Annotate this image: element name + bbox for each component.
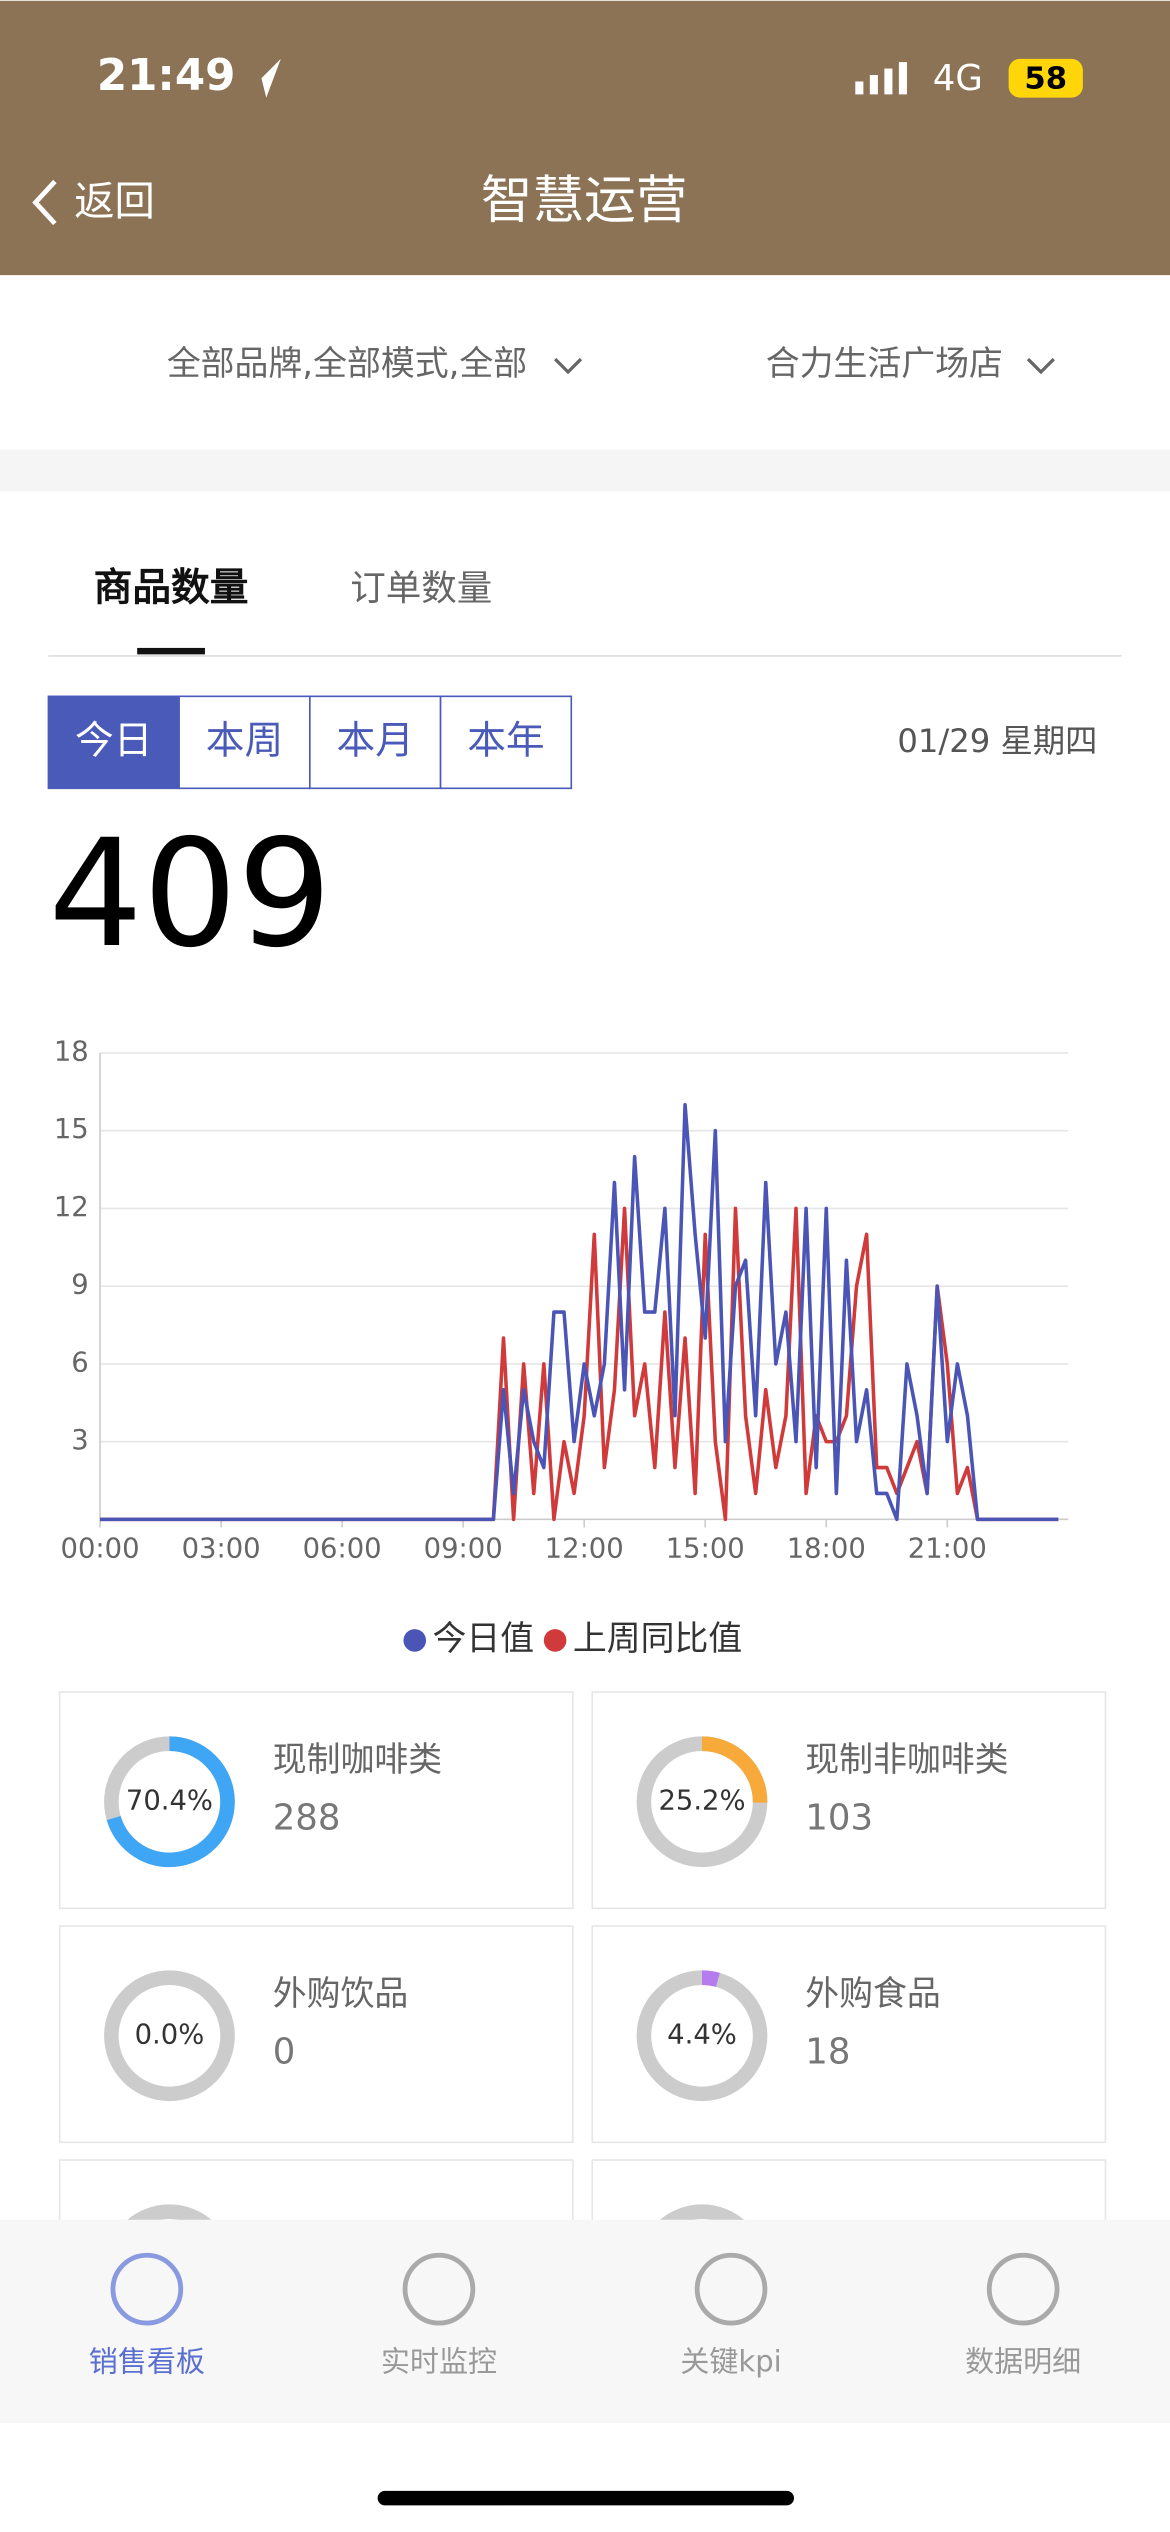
period-label[interactable]: 本月 — [336, 719, 413, 764]
ring-label: 4.4% — [667, 2019, 737, 2050]
period-label[interactable]: 本周 — [206, 719, 283, 764]
page-title: 智慧运营 — [481, 171, 688, 231]
chevron — [554, 357, 583, 375]
card — [58, 1925, 574, 2144]
location-icon — [245, 58, 281, 98]
legend-label: 今日值 — [432, 1619, 534, 1658]
card-name: 现制咖啡类 — [273, 1740, 442, 1779]
ring-track — [104, 1970, 235, 2102]
chevron — [1026, 357, 1055, 375]
card-name: 现制非咖啡类 — [805, 1740, 1008, 1779]
store-filter[interactable]: 合力生活广场店 — [766, 344, 1003, 383]
y-tick-label: 15 — [54, 1114, 89, 1145]
battery-level: 58 — [1024, 61, 1067, 96]
ring-value — [636, 1736, 768, 1868]
nav-label[interactable]: 数据明细 — [965, 2344, 1081, 2378]
nav-icon[interactable] — [986, 2252, 1060, 2326]
legend-dot — [403, 1629, 427, 1652]
date: 01/29 星期四 — [897, 722, 1097, 760]
x-tick-label: 06:00 — [303, 1534, 382, 1565]
x-tick-label: 21:00 — [908, 1534, 987, 1565]
y-tick-label: 3 — [71, 1425, 88, 1456]
card-name: 外购饮品 — [273, 1974, 409, 2013]
nav-bg — [0, 2219, 1170, 2424]
back-button[interactable]: 返回 — [74, 178, 155, 225]
card — [591, 1691, 1107, 1910]
card — [591, 1925, 1107, 2144]
line-series — [100, 1103, 1059, 1522]
nav-icon[interactable] — [694, 2252, 768, 2326]
legend-dot — [543, 1629, 567, 1652]
y-tick-label: 9 — [71, 1270, 88, 1301]
card-count: 288 — [273, 1798, 341, 1839]
home-indicator — [377, 2490, 794, 2506]
ring-label: 25.2% — [658, 1785, 745, 1816]
x-tick-label: 12:00 — [545, 1534, 624, 1565]
clock: 21:49 — [97, 51, 236, 101]
y-tick-label: 12 — [54, 1192, 89, 1223]
line-series — [100, 1206, 1059, 1522]
divider — [0, 449, 1170, 492]
battery — [1008, 58, 1083, 98]
nav-label[interactable]: 实时监控 — [381, 2344, 497, 2378]
period-button[interactable] — [178, 695, 311, 790]
card — [58, 1691, 574, 1910]
nav-label[interactable]: 关键kpi — [680, 2344, 781, 2378]
legend-label: 上周同比值 — [573, 1619, 742, 1658]
brand-filter[interactable]: 全部品牌,全部模式,全部 — [167, 344, 527, 383]
card-count: 18 — [805, 2032, 850, 2073]
y-tick-label: 18 — [54, 1036, 89, 1067]
network: 4G — [933, 58, 983, 99]
period-label[interactable]: 今日 — [75, 719, 152, 764]
card-count: 103 — [805, 1798, 873, 1839]
tab[interactable]: 订单数量 — [350, 568, 492, 609]
card-count: 0 — [273, 2032, 296, 2073]
period-button[interactable] — [47, 695, 180, 790]
ring-value — [636, 1970, 768, 2102]
nav-icon[interactable] — [402, 2252, 476, 2326]
tab-active[interactable]: 商品数量 — [94, 565, 249, 610]
x-tick-label: 15:00 — [666, 1534, 745, 1565]
back-icon[interactable] — [32, 179, 57, 226]
y-tick-label: 6 — [71, 1347, 88, 1378]
x-tick-label: 09:00 — [424, 1534, 503, 1565]
x-tick-label: 18:00 — [787, 1534, 866, 1565]
ring-label: 0.0% — [135, 2019, 205, 2050]
signal — [855, 62, 907, 95]
ring-value — [104, 1736, 235, 1868]
period-label[interactable]: 本年 — [467, 719, 544, 764]
nav-icon[interactable] — [110, 2252, 184, 2326]
x-tick-label: 03:00 — [182, 1534, 261, 1565]
nav-label[interactable]: 销售看板 — [89, 2344, 205, 2378]
period-button[interactable] — [439, 695, 573, 790]
card-name: 外购食品 — [805, 1974, 941, 2013]
total: 409 — [48, 808, 331, 981]
ring-label: 70.4% — [126, 1785, 213, 1816]
x-tick-label: 00:00 — [61, 1534, 140, 1565]
tab-indicator — [137, 647, 205, 655]
header-bg — [0, 0, 1170, 276]
